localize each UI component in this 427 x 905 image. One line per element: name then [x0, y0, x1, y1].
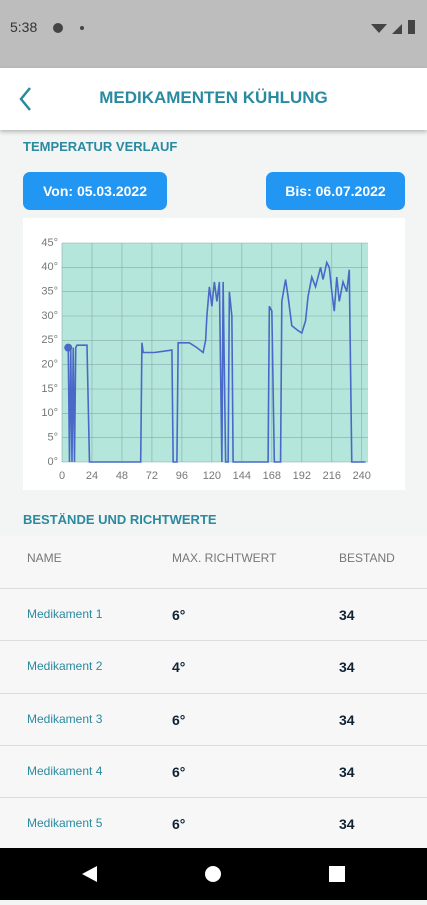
y-tick-label: 30° — [41, 310, 58, 322]
table-cell: Medikament 2 — [27, 659, 103, 674]
x-tick-label: 168 — [263, 470, 281, 482]
table: NAME MAX. RICHTWERT BESTAND Medikament 1… — [0, 536, 427, 848]
back-button[interactable] — [12, 84, 42, 114]
x-tick-label: 0 — [59, 470, 65, 482]
nav-bar — [0, 848, 427, 900]
to-date-button[interactable]: Bis: 06.07.2022 — [266, 172, 405, 210]
table-row: Medikament 3 6° 34 — [0, 692, 427, 746]
table-cell: 34 — [339, 816, 355, 833]
column-header: NAME — [27, 551, 62, 565]
recent-nav[interactable] — [329, 866, 345, 882]
nav-icons — [82, 866, 345, 882]
table-cell: 4° — [172, 659, 186, 676]
y-tick-label: 5° — [47, 432, 58, 444]
y-tick-label: 20° — [41, 359, 58, 371]
x-tick-label: 216 — [323, 470, 341, 482]
line-series — [67, 260, 366, 463]
x-tick-label: 120 — [203, 470, 221, 482]
time: 5:38 — [10, 19, 38, 35]
table-cell: Medikament 1 — [27, 607, 103, 621]
table-cell: Medikament 3 — [27, 711, 103, 726]
from-date-button[interactable]: Von: 05.03.2022 — [23, 172, 167, 210]
back-nav[interactable] — [82, 866, 97, 882]
x-tick-label: 96 — [176, 470, 188, 482]
table-cell: 34 — [339, 659, 355, 676]
y-tick-label: 40° — [41, 261, 58, 273]
section-title: BESTÄNDE UND RICHTWERTE — [23, 512, 217, 527]
x-tick-label: 144 — [233, 470, 251, 482]
home-nav[interactable] — [205, 866, 221, 882]
chart: 0° 5° 10° 15° 20° 25° 30° 35° 40° 45° 0 24 48 72 96 120… — [23, 218, 405, 490]
y-tick-label: 0° — [47, 456, 58, 468]
x-tick-label: 24 — [86, 470, 98, 482]
table-row: Medikament 5 6° 34 — [0, 797, 427, 850]
section-title: TEMPERATUR VERLAUF — [23, 139, 178, 154]
y-tick-label: 45° — [41, 237, 58, 249]
table-row: Medikament 4 6° 34 — [0, 744, 427, 798]
app-title: MEDIKAMENTEN KÜHLUNG — [99, 88, 328, 107]
table-cell: 34 — [339, 607, 355, 623]
column-header: MAX. RICHTWERT — [172, 551, 277, 565]
table-cell: 6° — [172, 763, 186, 780]
status-bar: 5:38 — [0, 0, 427, 68]
x-tick-label: 192 — [293, 470, 311, 482]
table-cell: Medikament 5 — [27, 816, 103, 831]
x-tick-label: 240 — [353, 470, 371, 482]
column-header: BESTAND — [339, 551, 395, 565]
table-row: Medikament 1 6° 34 — [0, 588, 427, 641]
table-row: Medikament 2 4° 34 — [0, 640, 427, 693]
status-icons — [53, 20, 415, 34]
x-tick-label: 72 — [146, 470, 158, 482]
table-cell: 6° — [172, 816, 186, 833]
table-cell: 34 — [339, 763, 355, 780]
y-tick-label: 10° — [41, 407, 58, 419]
app-bar: MEDIKAMENTEN KÜHLUNG — [0, 68, 427, 130]
table-cell: Medikament 4 — [27, 763, 103, 778]
table-cell: 34 — [339, 711, 355, 728]
table-cell: 6° — [172, 711, 186, 728]
y-tick-label: 25° — [41, 334, 58, 346]
x-tick-label: 48 — [116, 470, 128, 482]
y-tick-label: 15° — [41, 383, 58, 395]
start-marker — [64, 343, 73, 352]
table-cell: 6° — [172, 607, 186, 623]
y-tick-label: 35° — [41, 286, 58, 298]
